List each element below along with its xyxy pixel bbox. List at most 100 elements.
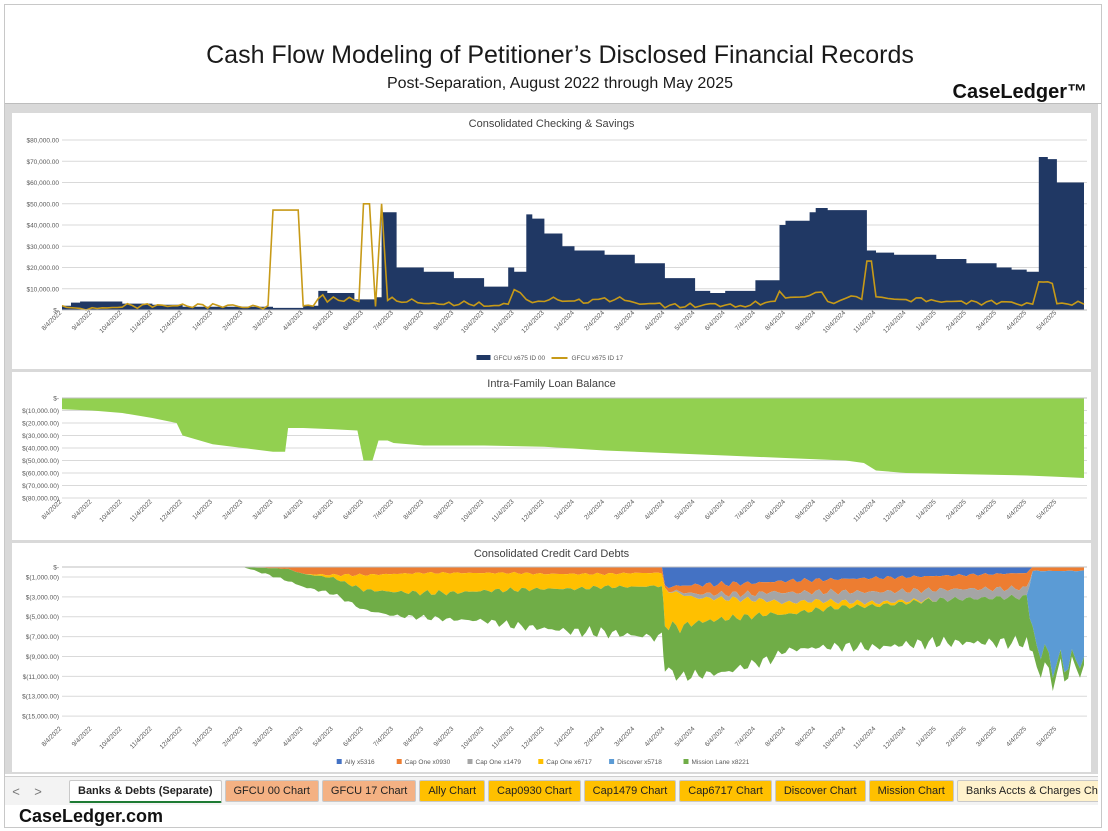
- x-tick-label: 9/4/2024: [794, 309, 817, 332]
- x-tick-label: 5/4/2023: [312, 309, 335, 332]
- x-tick-label: 11/4/2022: [129, 498, 154, 523]
- x-tick-label: 9/4/2024: [794, 498, 817, 521]
- x-tick-label: 4/4/2023: [282, 309, 305, 332]
- y-tick-label: $30,000.00: [26, 244, 59, 251]
- x-tick-label: 12/4/2024: [882, 498, 908, 524]
- chart-area: Consolidated Checking & Savings $- $10,000…: [5, 104, 1098, 774]
- sheet-tab[interactable]: Mission Chart: [868, 780, 954, 802]
- y-tick-label: $(5,000.00): [26, 614, 59, 621]
- sheet-tab[interactable]: Ally Chart: [419, 780, 486, 802]
- x-tick-label: 10/4/2022: [98, 309, 124, 335]
- y-tick-label: $(11,000.00): [23, 674, 59, 681]
- series-area-cap-one-x1479: [62, 567, 1084, 605]
- legend-swatch: [609, 759, 615, 764]
- x-tick-label: 1/4/2023: [191, 309, 214, 332]
- x-tick-label: 5/4/2025: [1035, 498, 1058, 521]
- y-tick-label: $(70,000.00): [22, 483, 59, 490]
- x-tick-label: 7/4/2023: [372, 309, 395, 332]
- y-tick-label: $60,000.00: [26, 180, 59, 187]
- legend-label: Mission Lane x8221: [692, 759, 750, 766]
- x-tick-label: 3/4/2025: [975, 498, 998, 521]
- x-tick-label: 5/4/2023: [312, 498, 335, 521]
- x-tick-label: 9/4/2023: [432, 309, 455, 332]
- x-tick-label: 10/4/2024: [822, 309, 848, 335]
- x-tick-label: 7/4/2023: [372, 725, 395, 748]
- x-tick-label: 11/4/2023: [491, 309, 516, 334]
- x-tick-label: 1/4/2024: [553, 725, 576, 748]
- legend-entry: Cap One x0930: [396, 759, 451, 766]
- legend-label: GFCU x675 ID 17: [572, 355, 624, 362]
- sheet-tab[interactable]: Cap1479 Chart: [583, 780, 677, 802]
- x-tick-label: 6/4/2023: [342, 498, 365, 521]
- x-tick-label: 3/4/2024: [613, 309, 636, 332]
- x-tick-label: 4/4/2023: [282, 725, 305, 748]
- x-tick-label: 4/4/2024: [644, 309, 667, 332]
- x-tick-label: 10/4/2024: [822, 498, 848, 524]
- sheet-tab[interactable]: Banks Accts & Charges Chart v1: [956, 780, 1098, 802]
- loan-balance-chart-panel[interactable]: Intra-Family Loan Balance $- $(10,000.00) $…: [12, 372, 1091, 540]
- y-tick-label: $(80,000.00): [22, 496, 59, 503]
- x-tick-label: 3/4/2024: [613, 725, 636, 748]
- legend-entry: GFCU x675 ID 17: [551, 355, 624, 362]
- series-area-cap-one-x6717: [62, 567, 1084, 634]
- x-tick-label: 6/4/2023: [342, 309, 365, 332]
- x-tick-label: 3/4/2023: [252, 309, 275, 332]
- y-tick-label: $(1,000.00): [26, 574, 59, 581]
- x-tick-label: 1/4/2025: [915, 309, 938, 332]
- x-tick-label: 12/4/2022: [159, 309, 185, 335]
- sheet-tab[interactable]: Cap6717 Chart: [679, 780, 772, 802]
- x-tick-label: 8/4/2023: [402, 309, 425, 332]
- series-area-gfcu-00: [62, 157, 1084, 310]
- y-tick-label: $(60,000.00): [22, 471, 59, 478]
- tab-scroll-left-icon[interactable]: <: [12, 783, 20, 799]
- x-tick-label: 4/4/2024: [644, 498, 667, 521]
- checking-savings-chart: Consolidated Checking & Savings $- $10,000…: [26, 118, 1087, 362]
- y-tick-label: $(50,000.00): [22, 458, 59, 465]
- series-area-loan: [62, 398, 1084, 478]
- y-tick-label: $(7,000.00): [26, 634, 59, 641]
- legend-label: GFCU x675 ID 00: [494, 355, 546, 362]
- x-tick-label: 3/4/2025: [975, 725, 998, 748]
- y-tick-label: $-: [53, 565, 59, 572]
- x-tick-label: 11/4/2022: [129, 725, 154, 750]
- x-tick-label: 4/4/2025: [1005, 309, 1028, 332]
- x-tick-label: 10/4/2023: [460, 309, 486, 335]
- credit-card-chart-panel[interactable]: Consolidated Credit Card Debts $- $(1,000.…: [12, 543, 1091, 772]
- page-frame: [4, 4, 1102, 828]
- y-tick-label: $(20,000.00): [22, 421, 59, 428]
- y-tick-label: $80,000.00: [26, 138, 59, 145]
- credit-card-debts-chart: Consolidated Credit Card Debts $- $(1,000.…: [22, 548, 1087, 766]
- x-tick-label: 2/4/2023: [221, 498, 244, 521]
- x-tick-label: 9/4/2022: [71, 309, 94, 332]
- legend-entry: GFCU x675 ID 00: [476, 355, 546, 362]
- x-tick-label: 5/4/2023: [312, 725, 335, 748]
- x-tick-label: 1/4/2025: [915, 725, 938, 748]
- sheet-tab[interactable]: Banks & Debts (Separate): [69, 779, 222, 803]
- checking-savings-chart-panel[interactable]: Consolidated Checking & Savings $- $10,000…: [12, 113, 1091, 369]
- legend-swatch: [476, 355, 491, 360]
- series-area-mission-lane-x8221: [62, 567, 1084, 692]
- tab-scroll-right-icon[interactable]: >: [34, 783, 42, 799]
- sheet-tab[interactable]: GFCU 00 Chart: [224, 780, 319, 802]
- legend-swatch: [538, 759, 544, 764]
- legend-entry: Cap One x1479: [467, 759, 521, 766]
- legend-swatch: [683, 759, 689, 764]
- sheet-tab[interactable]: GFCU 17 Chart: [321, 780, 417, 802]
- x-tick-label: 12/4/2023: [520, 725, 546, 751]
- legend-entry: Discover x5718: [609, 759, 662, 766]
- x-tick-label: 2/4/2025: [945, 498, 968, 521]
- x-tick-label: 11/4/2023: [491, 498, 516, 523]
- brand-logo-bottom: CaseLedger.com: [19, 806, 164, 826]
- x-tick-label: 8/4/2023: [402, 725, 425, 748]
- chart-title: Consolidated Credit Card Debts: [474, 548, 630, 560]
- y-tick-label: $(3,000.00): [26, 594, 59, 601]
- x-tick-label: 2/4/2024: [583, 309, 606, 332]
- sheet-tab[interactable]: Discover Chart: [774, 780, 866, 802]
- page-title: Cash Flow Modeling of Petitioner’s Discl…: [206, 41, 914, 69]
- sheet-tab-bar: < > Banks & Debts (Separate) GFCU 00 Char…: [5, 776, 1098, 805]
- x-tick-label: 10/4/2023: [460, 498, 486, 524]
- x-tick-label: 11/4/2022: [129, 309, 154, 334]
- y-tick-label: $20,000.00: [26, 265, 59, 272]
- sheet-tab[interactable]: Cap0930 Chart: [488, 780, 581, 802]
- y-tick-label: $(40,000.00): [22, 446, 59, 453]
